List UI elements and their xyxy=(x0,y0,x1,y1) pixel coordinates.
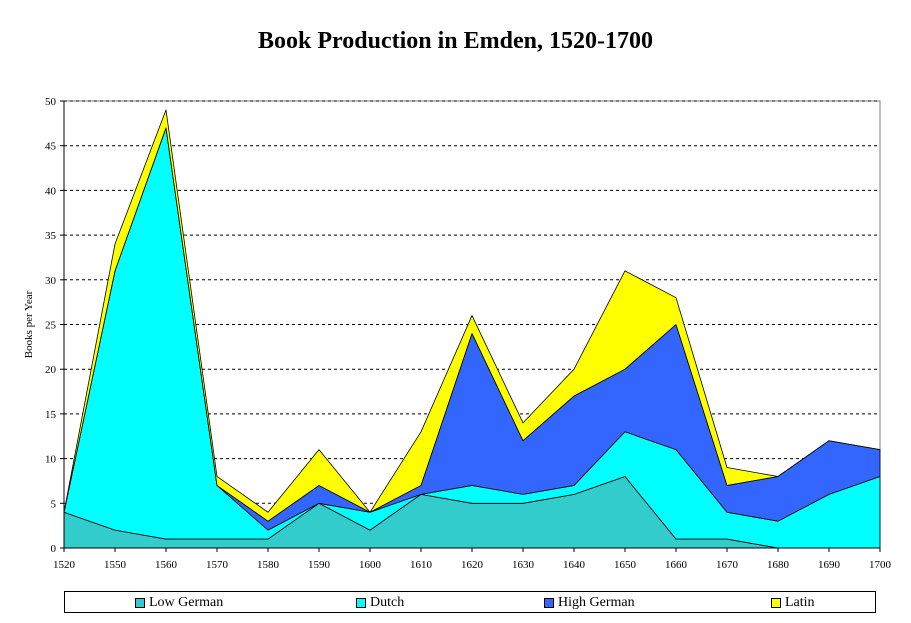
x-tick-label-1700: 1700 xyxy=(869,559,892,571)
y-tick-label-30: 30 xyxy=(45,275,57,287)
y-tick-label-50: 50 xyxy=(45,96,57,108)
legend-label-low-german: Low German xyxy=(149,595,224,610)
x-tick-label-1600: 1600 xyxy=(359,559,382,571)
y-axis-label: Books per Year xyxy=(23,290,35,358)
legend-swatch-high-german xyxy=(544,598,554,608)
x-tick-label-1690: 1690 xyxy=(818,559,841,571)
y-tick-label-0: 0 xyxy=(51,543,57,555)
x-tick-label-1650: 1650 xyxy=(614,559,637,571)
y-tick-label-15: 15 xyxy=(45,409,57,421)
x-tick-label-1660: 1660 xyxy=(665,559,688,571)
legend-label-latin: Latin xyxy=(785,595,815,610)
y-tick-label-10: 10 xyxy=(45,454,57,466)
x-tick-label-1520: 1520 xyxy=(53,559,76,571)
legend-item-low-german: Low German xyxy=(135,595,223,611)
x-tick-label-1590: 1590 xyxy=(308,559,331,571)
legend-item-high-german: High German xyxy=(544,595,635,611)
area-latin xyxy=(63,109,881,522)
y-tick-label-40: 40 xyxy=(45,185,57,197)
legend-item-dutch: Dutch xyxy=(356,595,404,611)
x-tick-label-1620: 1620 xyxy=(461,559,484,571)
x-tick-label-1550: 1550 xyxy=(104,559,127,571)
legend-swatch-dutch xyxy=(356,598,366,608)
x-tick-label-1560: 1560 xyxy=(155,559,178,571)
legend-swatch-latin xyxy=(771,598,781,608)
y-tick-label-5: 5 xyxy=(51,498,57,510)
chart-title: Book Production in Emden, 1520-1700 xyxy=(258,28,653,54)
x-tick-label-1570: 1570 xyxy=(206,559,229,571)
legend-label-high-german: High German xyxy=(558,595,635,610)
y-tick-label-35: 35 xyxy=(45,230,57,242)
x-tick-label-1670: 1670 xyxy=(716,559,739,571)
legend: Low German Dutch High German Latin xyxy=(64,591,876,613)
x-tick-label-1630: 1630 xyxy=(512,559,535,571)
x-tick-label-1640: 1640 xyxy=(563,559,586,571)
legend-item-latin: Latin xyxy=(771,595,815,611)
x-tick-label-1610: 1610 xyxy=(410,559,433,571)
y-tick-label-45: 45 xyxy=(45,141,57,153)
x-tick-label-1580: 1580 xyxy=(257,559,280,571)
y-tick-label-25: 25 xyxy=(45,320,57,332)
y-tick-label-20: 20 xyxy=(45,364,57,376)
legend-label-dutch: Dutch xyxy=(370,595,405,610)
x-tick-label-1680: 1680 xyxy=(767,559,790,571)
legend-swatch-low-german xyxy=(135,598,145,608)
